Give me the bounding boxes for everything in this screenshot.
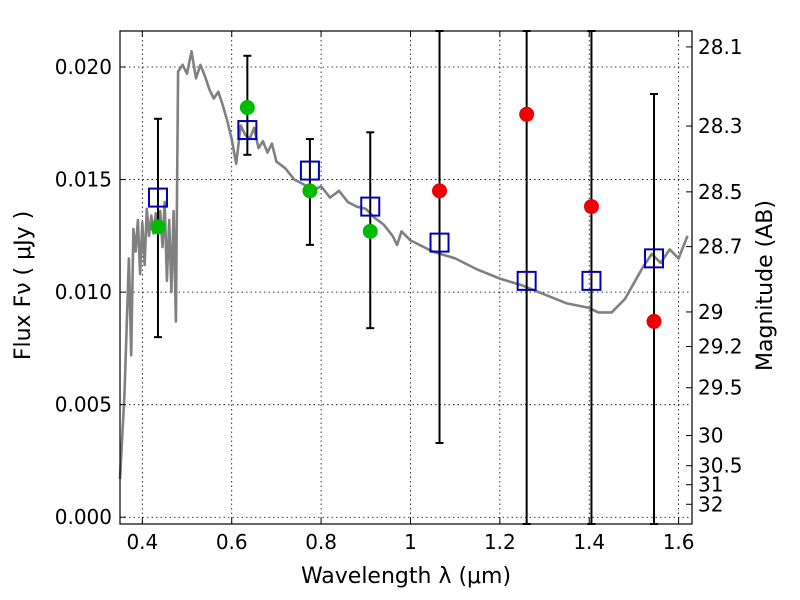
y2-tick-label: 29 <box>698 300 723 324</box>
model-flux-marker <box>147 187 168 208</box>
x-tick-label: 1.2 <box>484 530 516 554</box>
observed-flux-marker <box>150 219 166 235</box>
model-flux-marker <box>429 232 450 253</box>
y-tick-label: 0.000 <box>55 505 112 529</box>
observed-flux-marker <box>519 106 535 122</box>
y2-tick-label: 31 <box>698 473 723 497</box>
y2-tick-label: 28.7 <box>698 235 743 259</box>
model-photometry <box>147 120 665 291</box>
y2-tick-label: 32 <box>698 492 723 516</box>
x-axis-label: Wavelength λ (μm) <box>301 564 511 589</box>
observed-flux-marker <box>432 183 448 199</box>
y-tick-label: 0.015 <box>55 168 112 192</box>
y2-tick-label: 30.5 <box>698 454 743 478</box>
x-tick-label: 1.6 <box>663 530 695 554</box>
sed-model-line <box>118 49 689 480</box>
sed-model-layer <box>118 49 689 480</box>
y2-tick-label: 28.5 <box>698 180 743 204</box>
axis-ticks <box>120 31 692 524</box>
y-tick-label: 0.010 <box>55 280 112 304</box>
model-flux-marker <box>299 160 320 181</box>
y-tick-label: 0.020 <box>55 55 112 79</box>
grid-lines <box>120 31 692 524</box>
x-tick-label: 1 <box>404 530 417 554</box>
model-flux-marker <box>360 196 381 217</box>
model-flux-marker <box>581 270 602 291</box>
x-tick-label: 0.6 <box>216 530 248 554</box>
observed-flux-marker <box>646 313 662 329</box>
plot-frame <box>119 30 693 525</box>
observed-flux-marker <box>583 199 599 215</box>
y-tick-label: 0.005 <box>55 393 112 417</box>
y2-tick-label: 30 <box>698 424 723 448</box>
x-tick-label: 0.4 <box>126 530 158 554</box>
model-flux-marker <box>516 270 537 291</box>
observed-flux-marker <box>362 223 378 239</box>
y2-axis-label: Magnitude (AB) <box>753 200 778 371</box>
y2-tick-label: 28.1 <box>698 35 743 59</box>
x-tick-label: 0.8 <box>305 530 337 554</box>
y-tick-labels: 0.000 0.005 0.010 0.015 0.020 <box>55 55 112 529</box>
observed-flux-marker <box>302 183 318 199</box>
model-flux-marker <box>644 248 665 269</box>
x-tick-labels: 0.4 0.6 0.8 1 1.2 1.4 1.6 <box>126 530 694 554</box>
y2-tick-label: 29.5 <box>698 376 743 400</box>
y-axis-label: Flux Fν ( μJy ) <box>11 211 36 360</box>
observed-photometry <box>150 100 662 329</box>
observed-flux-marker <box>239 100 255 116</box>
model-flux-marker <box>237 120 258 141</box>
y2-tick-label: 28.3 <box>698 114 743 138</box>
x-tick-label: 1.4 <box>573 530 605 554</box>
y2-tick-label: 29.2 <box>698 334 743 358</box>
